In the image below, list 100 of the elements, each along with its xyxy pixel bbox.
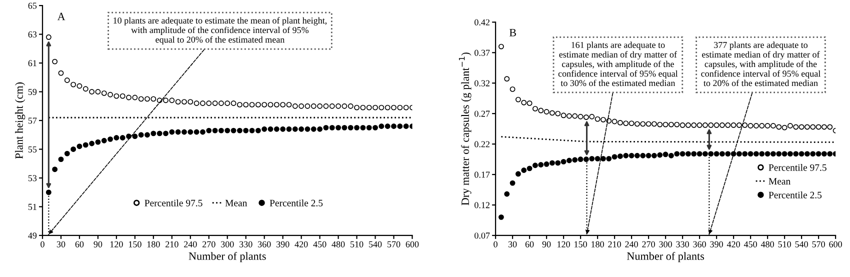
point bbox=[560, 158, 566, 164]
point bbox=[617, 154, 623, 159]
point bbox=[206, 100, 212, 106]
annotation: B bbox=[509, 28, 516, 36]
x-tick-label: 300 bbox=[659, 241, 672, 248]
point bbox=[714, 151, 720, 157]
point bbox=[657, 152, 663, 158]
point bbox=[594, 116, 600, 122]
x-tick-label: 330 bbox=[676, 241, 689, 248]
point bbox=[268, 126, 274, 132]
point bbox=[583, 156, 589, 162]
point bbox=[236, 102, 242, 108]
legend-label: Percentile 97.5 bbox=[768, 164, 826, 171]
point bbox=[646, 152, 652, 158]
point bbox=[286, 102, 292, 108]
point bbox=[612, 154, 618, 160]
point bbox=[114, 93, 120, 99]
point bbox=[120, 135, 126, 140]
point bbox=[816, 151, 822, 157]
point bbox=[138, 132, 144, 138]
x-tick-label: 330 bbox=[240, 241, 252, 248]
point bbox=[384, 124, 390, 129]
point bbox=[89, 89, 95, 94]
point bbox=[236, 128, 242, 134]
x-tick-label: 540 bbox=[795, 241, 808, 248]
point bbox=[218, 100, 224, 106]
point bbox=[262, 126, 268, 132]
point bbox=[566, 113, 572, 119]
point bbox=[680, 151, 686, 157]
y-tick-label: 0.32 bbox=[474, 80, 490, 86]
y-tick-label: 0.27 bbox=[474, 110, 490, 117]
point bbox=[555, 110, 561, 116]
x-tick-label: 570 bbox=[388, 241, 400, 248]
point bbox=[526, 100, 532, 106]
point bbox=[274, 102, 280, 108]
point bbox=[163, 98, 168, 104]
point bbox=[640, 152, 646, 158]
x-tick-label: 120 bbox=[558, 241, 570, 248]
point bbox=[58, 156, 64, 162]
point bbox=[70, 82, 76, 88]
point bbox=[680, 122, 686, 128]
x-tick-label: 600 bbox=[829, 241, 842, 248]
point bbox=[702, 151, 708, 157]
point bbox=[403, 104, 409, 110]
point bbox=[144, 96, 150, 102]
y-tick-label: 0.12 bbox=[474, 202, 490, 208]
point bbox=[759, 151, 765, 157]
point bbox=[397, 124, 403, 129]
point bbox=[827, 151, 833, 157]
point bbox=[730, 122, 736, 128]
point bbox=[617, 120, 623, 126]
point bbox=[719, 122, 725, 128]
annotation: 161 plants are adequate to estimate median of dry matter of capsules, with amplitude of the confidence interval of 95% equal to 30% of the estimated median bbox=[558, 42, 678, 86]
x-tick-label: 180 bbox=[147, 241, 160, 248]
point bbox=[304, 126, 310, 132]
point bbox=[230, 100, 236, 106]
point bbox=[748, 151, 754, 157]
x-tick-label: 150 bbox=[574, 241, 587, 248]
point bbox=[566, 158, 572, 164]
point bbox=[691, 151, 697, 157]
point bbox=[498, 214, 504, 220]
point bbox=[521, 168, 527, 173]
point bbox=[793, 151, 799, 157]
point bbox=[662, 152, 668, 158]
point bbox=[549, 160, 555, 166]
point bbox=[230, 128, 236, 134]
x-tick-label: 0 bbox=[40, 241, 44, 248]
point bbox=[224, 100, 230, 106]
point bbox=[759, 123, 765, 128]
point bbox=[793, 124, 799, 130]
point bbox=[108, 92, 114, 98]
point bbox=[589, 156, 595, 162]
x-tick-label: 420 bbox=[294, 241, 308, 248]
x-tick-label: 30 bbox=[56, 241, 66, 248]
x-tick-label: 540 bbox=[369, 241, 382, 248]
point bbox=[685, 151, 691, 157]
y-tick-label: 57 bbox=[28, 118, 37, 124]
point bbox=[696, 122, 702, 128]
point bbox=[782, 124, 788, 130]
x-tick-label: 240 bbox=[184, 241, 197, 248]
point bbox=[594, 156, 600, 162]
point bbox=[764, 123, 770, 128]
point bbox=[310, 103, 316, 109]
point bbox=[391, 124, 396, 129]
point bbox=[262, 102, 268, 108]
point bbox=[787, 151, 793, 157]
y-axis-title: Dry matter of capsules (g plant$^{−1}$) bbox=[458, 52, 472, 206]
point bbox=[188, 99, 194, 105]
x-tick-label: 390 bbox=[710, 241, 723, 248]
point bbox=[182, 129, 187, 135]
x-tick-label: 450 bbox=[744, 241, 757, 248]
point bbox=[336, 103, 342, 109]
x-tick-label: 180 bbox=[592, 241, 604, 248]
point bbox=[770, 123, 776, 128]
point bbox=[504, 191, 510, 197]
point bbox=[634, 121, 640, 127]
point bbox=[126, 134, 132, 140]
y-tick-label: 0.42 bbox=[474, 19, 490, 26]
point bbox=[600, 156, 606, 162]
point bbox=[532, 162, 538, 168]
